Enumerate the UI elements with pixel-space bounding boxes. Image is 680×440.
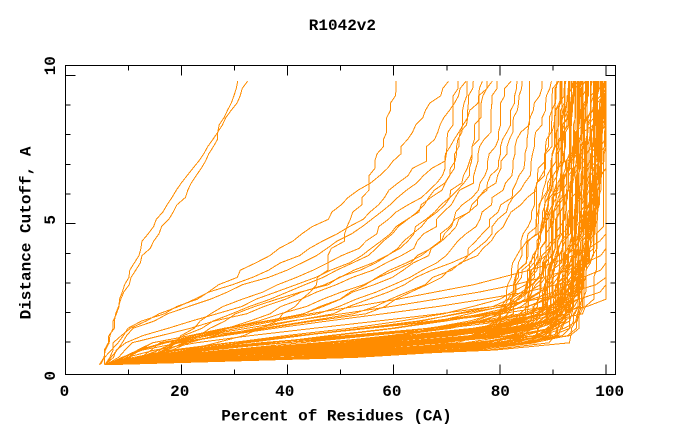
svg-text:Distance Cutoff, A: Distance Cutoff, A xyxy=(18,146,36,319)
svg-text:80: 80 xyxy=(491,383,510,401)
svg-text:20: 20 xyxy=(170,383,189,401)
svg-text:5: 5 xyxy=(42,215,60,225)
svg-text:R1042v2: R1042v2 xyxy=(309,17,376,35)
svg-text:0: 0 xyxy=(42,371,60,381)
svg-text:0: 0 xyxy=(60,383,70,401)
svg-text:Percent of Residues (CA): Percent of Residues (CA) xyxy=(221,407,451,425)
svg-text:60: 60 xyxy=(382,383,401,401)
svg-text:40: 40 xyxy=(275,383,294,401)
svg-text:10: 10 xyxy=(42,56,60,75)
svg-text:100: 100 xyxy=(595,383,624,401)
